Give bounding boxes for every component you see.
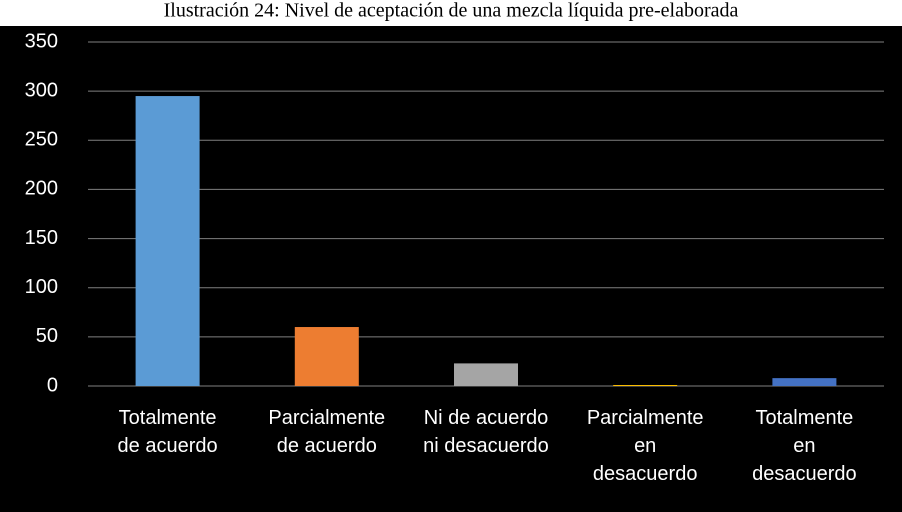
y-tick-label: 350 (25, 30, 58, 52)
bar (613, 385, 678, 386)
x-tick-label: Parcialmente de acuerdo (268, 407, 386, 457)
y-tick-label: 250 (25, 129, 58, 151)
x-tick-label: Ni de acuerdo ni desacuerdo (423, 407, 549, 457)
x-tick-label: Totalmente en desacuerdo (752, 407, 857, 485)
y-tick-label: 0 (47, 374, 58, 396)
y-tick-label: 50 (36, 325, 58, 347)
bar (135, 96, 200, 387)
bar (772, 378, 837, 386)
y-tick-label: 150 (25, 227, 58, 249)
chart-title: Ilustración 24: Nivel de aceptación de u… (164, 0, 739, 22)
y-tick-label: 100 (25, 276, 58, 298)
bar (294, 327, 359, 386)
x-tick-label: Parcialmente en desacuerdo (586, 407, 704, 485)
y-tick-label: 300 (25, 79, 58, 101)
bar (454, 363, 518, 386)
x-tick-label: Totalmente de acuerdo (117, 407, 218, 457)
y-tick-label: 200 (25, 178, 58, 200)
